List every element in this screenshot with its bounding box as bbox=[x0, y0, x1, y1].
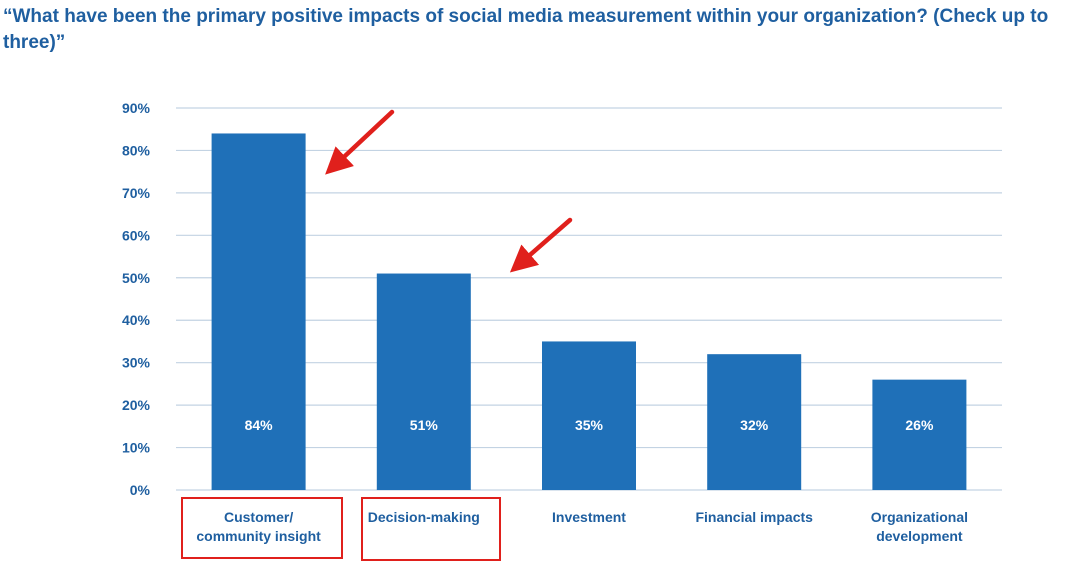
arrow-icon bbox=[325, 109, 395, 175]
data-label: 84% bbox=[245, 417, 274, 433]
y-tick-label: 50% bbox=[122, 270, 151, 286]
data-labels: 84% 51% 35% 32% 26% bbox=[245, 417, 934, 433]
category-label: Organizational development bbox=[871, 509, 968, 544]
y-tick-label: 60% bbox=[122, 227, 151, 243]
y-tick-label: 30% bbox=[122, 355, 151, 371]
arrow-icon bbox=[509, 217, 573, 273]
y-tick-label: 0% bbox=[130, 482, 151, 498]
category-label: Financial impacts bbox=[695, 509, 813, 525]
data-label: 32% bbox=[740, 417, 769, 433]
category-label: Decision-making bbox=[368, 509, 480, 525]
highlight-box bbox=[181, 497, 343, 559]
y-tick-label: 40% bbox=[122, 312, 151, 328]
annotations bbox=[181, 109, 573, 561]
chart-title: “What have been the primary positive imp… bbox=[3, 6, 1049, 53]
y-tick-label: 70% bbox=[122, 185, 151, 201]
bar bbox=[376, 273, 471, 490]
bars bbox=[211, 133, 967, 490]
bar bbox=[707, 354, 802, 490]
bar bbox=[542, 341, 636, 490]
highlight-box bbox=[361, 497, 501, 561]
gridlines bbox=[176, 107, 1002, 491]
y-tick-label: 10% bbox=[122, 440, 151, 456]
y-tick-label: 90% bbox=[122, 100, 151, 116]
y-tick-label: 20% bbox=[122, 397, 151, 413]
category-label: Investment bbox=[552, 509, 626, 525]
bar bbox=[211, 133, 306, 490]
data-label: 51% bbox=[410, 417, 439, 433]
y-axis-ticks: 0% 10% 20% 30% 40% 50% 60% 70% 80% 90% bbox=[122, 100, 151, 498]
data-label: 26% bbox=[905, 417, 934, 433]
data-label: 35% bbox=[575, 417, 604, 433]
category-labels: Customer/community insight Decision-makin… bbox=[196, 509, 968, 544]
y-tick-label: 80% bbox=[122, 142, 151, 158]
category-label: Customer/community insight bbox=[196, 509, 321, 544]
bar bbox=[872, 379, 967, 490]
